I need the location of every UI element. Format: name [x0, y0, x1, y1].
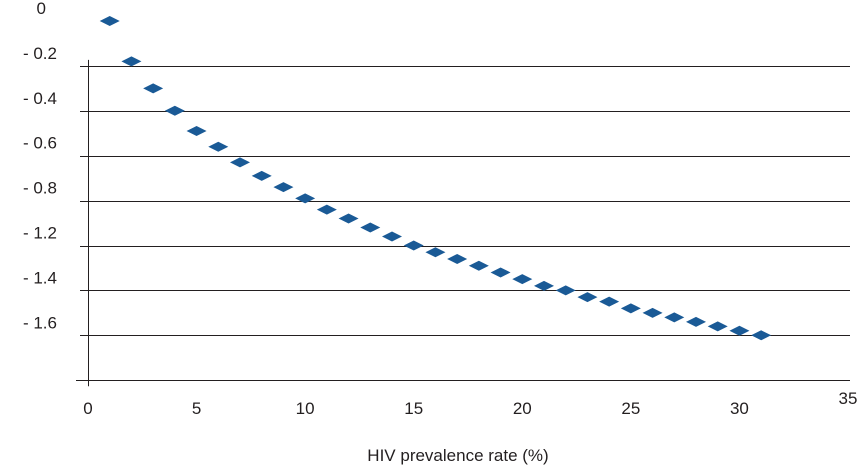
data-point: [664, 312, 685, 323]
data-point: [360, 222, 381, 233]
data-point: [707, 321, 728, 332]
data-point: [295, 193, 316, 204]
y-tick-label: - 0.2: [23, 44, 57, 63]
axes: [76, 59, 850, 387]
x-tick-label: 15: [404, 399, 423, 418]
data-point: [751, 330, 772, 341]
y-tick-label: - 0.8: [23, 179, 57, 198]
gridlines: [88, 66, 850, 336]
x-tick-label: 20: [513, 399, 532, 418]
data-points: [99, 16, 772, 341]
data-point: [490, 267, 511, 278]
data-point: [186, 126, 207, 137]
data-point: [468, 260, 489, 271]
data-point: [316, 204, 337, 215]
y-tick-label: - 0.4: [23, 89, 57, 108]
data-point: [121, 56, 142, 67]
data-point: [251, 170, 272, 181]
x-tick-label: 30: [730, 399, 749, 418]
data-point: [642, 307, 663, 318]
data-point: [99, 16, 120, 26]
data-point: [729, 325, 750, 336]
data-point: [143, 83, 164, 94]
y-tick-label: - 0.6: [23, 134, 57, 153]
data-point: [534, 280, 554, 291]
x-tick-label: 5: [192, 399, 201, 418]
data-point: [273, 182, 294, 193]
x-tick-label: 25: [621, 399, 640, 418]
x-tick-label: 0: [83, 399, 92, 418]
x-tick-label: 10: [296, 399, 315, 418]
data-point: [447, 253, 468, 264]
data-point: [164, 105, 185, 116]
data-point: [577, 292, 598, 303]
data-point: [512, 274, 533, 285]
data-point: [230, 157, 250, 168]
data-point: [425, 247, 446, 258]
y-tick-label: - 1.6: [23, 313, 57, 332]
data-point: [599, 296, 620, 307]
data-point: [382, 231, 402, 242]
data-point: [686, 316, 706, 327]
data-point: [403, 240, 424, 251]
data-point: [208, 141, 229, 152]
data-point: [620, 303, 641, 314]
y-tick-label: - 1.4: [23, 268, 57, 287]
x-tick-labels: 0 5 10 15 20 25 30 35: [83, 389, 857, 418]
x-axis-title: HIV prevalence rate (%): [367, 446, 548, 465]
y-tick-labels: 0 - 0.2 - 0.4 - 0.6 - 0.8 - 1.2 - 1.4 - 1.6: [23, 0, 57, 332]
data-point: [338, 213, 359, 224]
y-tick-label: - 1.2: [23, 224, 57, 243]
x-tick-label: 35: [839, 389, 858, 408]
data-point: [555, 285, 576, 296]
y-tick-label: 0: [37, 0, 46, 18]
